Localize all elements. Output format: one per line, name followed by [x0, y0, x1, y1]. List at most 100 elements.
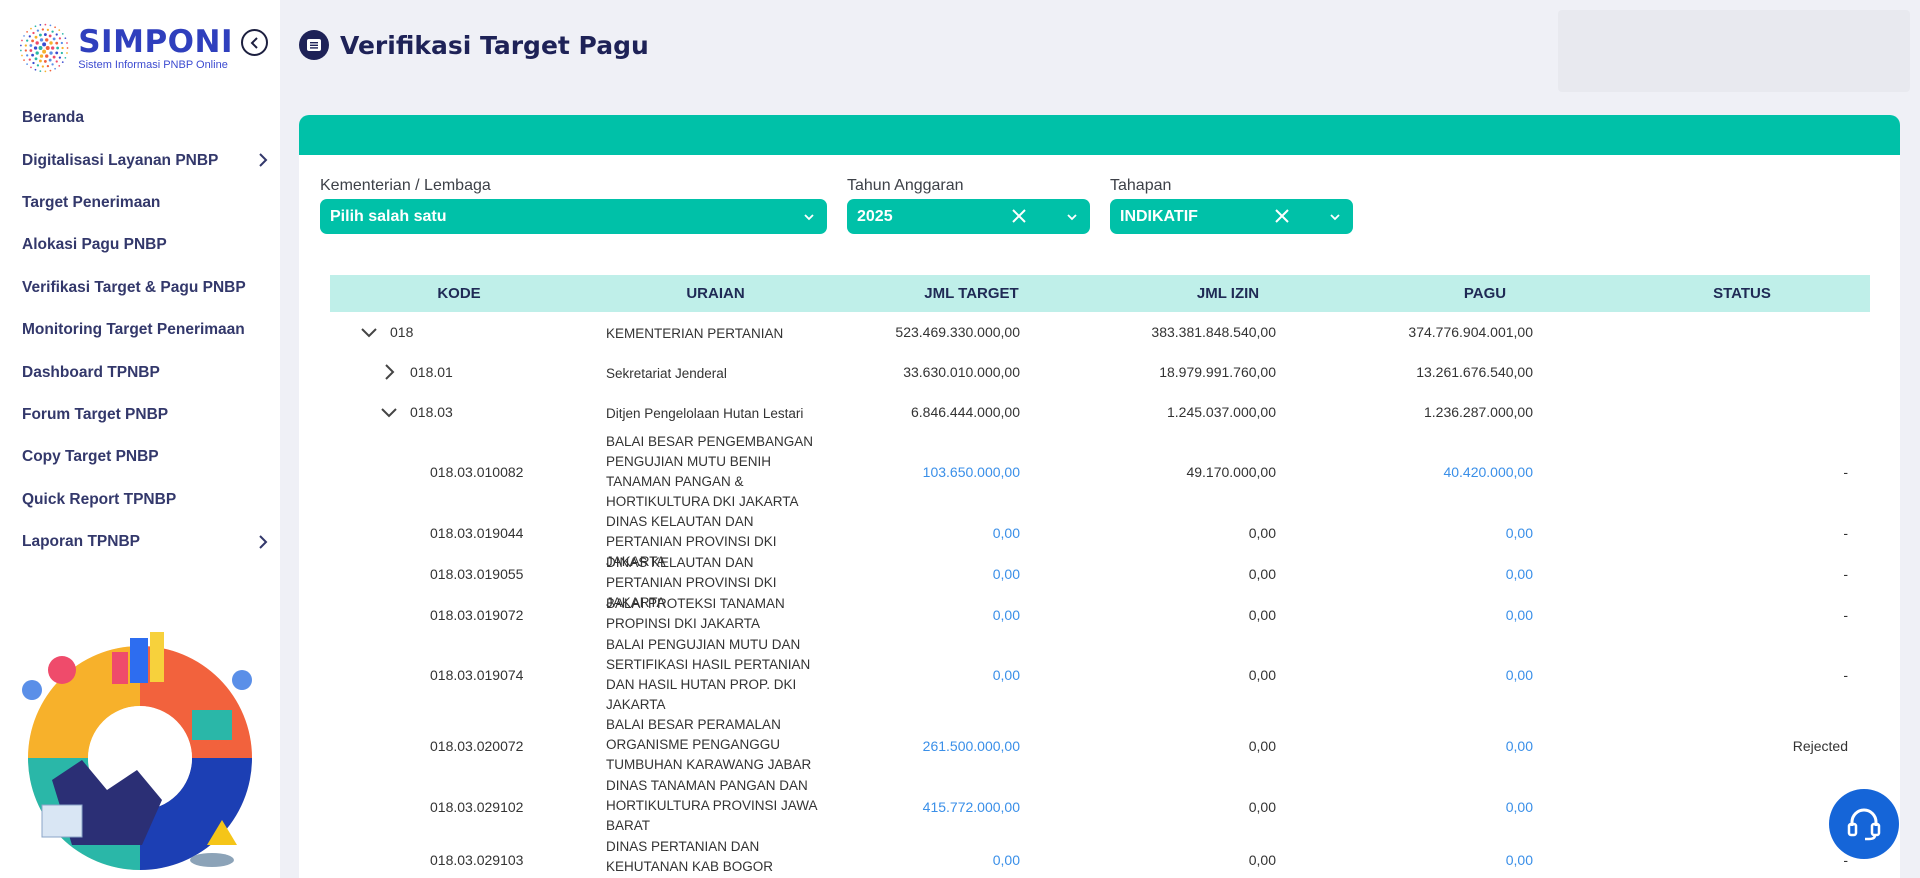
sidebar-menu: Beranda Digitalisasi Layanan PNBP Target P… — [0, 97, 280, 563]
cell-jml-target: 6.846.444.000,00 — [911, 404, 1020, 420]
cell-status: - — [1843, 524, 1848, 541]
cell-jml-target[interactable]: 261.500.000,00 — [922, 737, 1020, 754]
cell-kode: 018.01 — [410, 364, 453, 380]
cell-jml-izin: 49.170.000,00 — [1186, 464, 1276, 480]
sidebar-item-laporan-tpnbp[interactable]: Laporan TPNBP — [0, 521, 280, 563]
tahun-select[interactable]: 2025 — [847, 199, 1090, 234]
sidebar-item-label: Forum Target PNBP — [22, 405, 169, 423]
cell-kode: 018 — [390, 324, 414, 340]
sidebar-item-target-penerimaan[interactable]: Target Penerimaan — [0, 182, 280, 224]
cell-uraian: BALAI BESAR PENGEMBANGAN PENGUJIAN MUTU … — [606, 434, 814, 509]
filter-tahun: Tahun Anggaran 2025 — [847, 177, 1090, 234]
sidebar-item-label: Verifikasi Target & Pagu PNBP — [22, 278, 246, 296]
table-header: KODE URAIAN JML TARGET JML IZIN PAGU STA… — [330, 275, 1870, 312]
cell-pagu[interactable]: 40.420.000,00 — [1443, 464, 1533, 480]
cell-kode: 018.03.020072 — [430, 737, 524, 754]
kementerian-select[interactable]: Pilih salah satu — [320, 199, 827, 234]
sidebar-item-forum-target-pnbp[interactable]: Forum Target PNBP — [0, 394, 280, 436]
cell-uraian: BALAI PROTEKSI TANAMAN PROPINSI DKI JAKA… — [606, 596, 785, 631]
cell-pagu: 13.261.676.540,00 — [1416, 364, 1533, 380]
cell-jml-target: 33.630.010.000,00 — [903, 364, 1020, 380]
filter-kementerian: Kementerian / Lembaga Pilih salah satu — [320, 177, 827, 234]
cell-jml-izin: 1.245.037.000,00 — [1167, 404, 1276, 420]
cell-uraian: DINAS PERTANIAN DAN KEHUTANAN KAB BOGOR — [606, 839, 774, 874]
help-support-button[interactable] — [1829, 789, 1899, 859]
cell-pagu[interactable]: 0,00 — [1505, 737, 1533, 754]
cell-jml-izin: 0,00 — [1248, 667, 1276, 683]
sidebar-item-quick-report-tpnbp[interactable]: Quick Report TPNBP — [0, 479, 280, 521]
chevron-down-icon — [1330, 214, 1340, 221]
cell-pagu[interactable]: 0,00 — [1505, 667, 1533, 683]
user-profile-area[interactable] — [1558, 10, 1910, 92]
sidebar-illustration — [22, 632, 252, 870]
chevron-right-icon[interactable] — [380, 363, 398, 381]
cell-pagu[interactable]: 0,00 — [1505, 606, 1533, 623]
cell-jml-target[interactable]: 415.772.000,00 — [922, 798, 1020, 815]
sidebar-item-label: Target Penerimaan — [22, 193, 161, 211]
col-uraian: URAIAN — [686, 285, 745, 302]
clear-tahapan-icon[interactable] — [1273, 207, 1291, 225]
cell-jml-target[interactable]: 103.650.000,00 — [922, 464, 1020, 480]
cell-jml-target[interactable]: 0,00 — [992, 667, 1020, 683]
filter-tahun-label: Tahun Anggaran — [847, 177, 964, 194]
cell-jml-target[interactable]: 0,00 — [992, 851, 1020, 868]
cell-pagu[interactable]: 0,00 — [1505, 851, 1533, 868]
chevron-down-icon — [1067, 214, 1077, 221]
clear-tahun-icon[interactable] — [1010, 207, 1028, 225]
simponi-logo-icon — [20, 23, 69, 73]
chevron-down-icon — [804, 214, 814, 221]
kementerian-select-value: Pilih salah satu — [330, 207, 447, 225]
tahun-select-value: 2025 — [857, 207, 893, 225]
chevron-down-icon[interactable] — [360, 323, 378, 341]
sidebar-item-beranda[interactable]: Beranda — [0, 97, 280, 139]
cell-uraian: Sekretariat Jenderal — [606, 366, 727, 381]
cell-jml-izin: 18.979.991.760,00 — [1159, 364, 1276, 380]
cell-status: Rejected — [1792, 737, 1848, 754]
sidebar-item-label: Beranda — [22, 109, 85, 127]
sidebar-item-label: Quick Report TPNBP — [22, 490, 177, 508]
sidebar-item-dashboard-tpnbp[interactable]: Dashboard TPNBP — [0, 351, 280, 393]
cell-uraian: DINAS KELAUTAN DAN PERTANIAN PROVINSI DK… — [606, 555, 777, 610]
cell-uraian: DINAS KELAUTAN DAN PERTANIAN PROVINSI DK… — [606, 514, 777, 569]
sidebar-item-monitoring-target-penerimaan[interactable]: Monitoring Target Penerimaan — [0, 309, 280, 351]
cell-kode: 018.03.019074 — [430, 667, 524, 683]
headset-icon — [1847, 808, 1881, 841]
cell-kode: 018.03.019044 — [430, 524, 524, 541]
cell-uraian: DINAS TANAMAN PANGAN DAN HORTIKULTURA PR… — [606, 778, 817, 833]
col-pagu: PAGU — [1463, 285, 1507, 302]
table-row: 018.03.019072 BALAI PROTEKSI TANAMAN PROP… — [330, 594, 1870, 635]
cell-jml-izin: 0,00 — [1248, 737, 1276, 754]
cell-pagu[interactable]: 0,00 — [1505, 798, 1533, 815]
collapse-sidebar-button[interactable] — [241, 29, 268, 56]
simponi-logo[interactable]: SIMPONI Sistem Informasi PNBP Online — [18, 18, 233, 78]
page-header: Verifikasi Target Pagu — [299, 30, 649, 60]
cell-pagu[interactable]: 0,00 — [1505, 524, 1533, 541]
sidebar-item-alokasi-pagu-pnbp[interactable]: Alokasi Pagu PNBP — [0, 224, 280, 266]
cell-kode: 018.03.029103 — [430, 851, 524, 868]
cell-jml-izin: 0,00 — [1248, 606, 1276, 623]
cell-kode: 018.03.029102 — [430, 798, 524, 815]
table-row: 018.03.019044 DINAS KELAUTAN DAN PERTANIA… — [330, 512, 1870, 569]
cell-jml-target[interactable]: 0,00 — [992, 565, 1020, 582]
cell-pagu[interactable]: 0,00 — [1505, 565, 1533, 582]
sidebar-item-copy-target-pnbp[interactable]: Copy Target PNBP — [0, 436, 280, 478]
cell-jml-izin: 0,00 — [1248, 851, 1276, 868]
sidebar-item-label: Alokasi Pagu PNBP — [22, 236, 167, 254]
cell-status: - — [1843, 606, 1848, 623]
cell-pagu: 374.776.904.001,00 — [1408, 324, 1533, 340]
sidebar-item-digitalisasi-layanan-pnbp[interactable]: Digitalisasi Layanan PNBP — [0, 139, 280, 181]
verification-card: Kementerian / Lembaga Pilih salah satu T… — [299, 115, 1900, 878]
col-kode: KODE — [437, 285, 481, 302]
sidebar-item-label: Dashboard TPNBP — [22, 363, 160, 381]
cell-jml-target[interactable]: 0,00 — [992, 524, 1020, 541]
col-jml-izin: JML IZIN — [1196, 285, 1260, 302]
cell-uraian: KEMENTERIAN PERTANIAN — [606, 326, 784, 341]
table-row: 018 KEMENTERIAN PERTANIAN 523.469.330.000,… — [330, 312, 1870, 352]
cell-jml-target[interactable]: 0,00 — [992, 606, 1020, 623]
chevron-down-icon[interactable] — [380, 403, 398, 421]
sidebar-item-verifikasi-target-pagu-pnbp[interactable]: Verifikasi Target & Pagu PNBP — [0, 267, 280, 309]
tahapan-select[interactable]: INDIKATIF — [1110, 199, 1353, 234]
table-row: 018.03 Ditjen Pengelolaan Hutan Lestari 6.… — [330, 392, 1870, 432]
cell-kode: 018.03.019055 — [430, 565, 524, 582]
col-jml-target: JML TARGET — [924, 285, 1019, 302]
